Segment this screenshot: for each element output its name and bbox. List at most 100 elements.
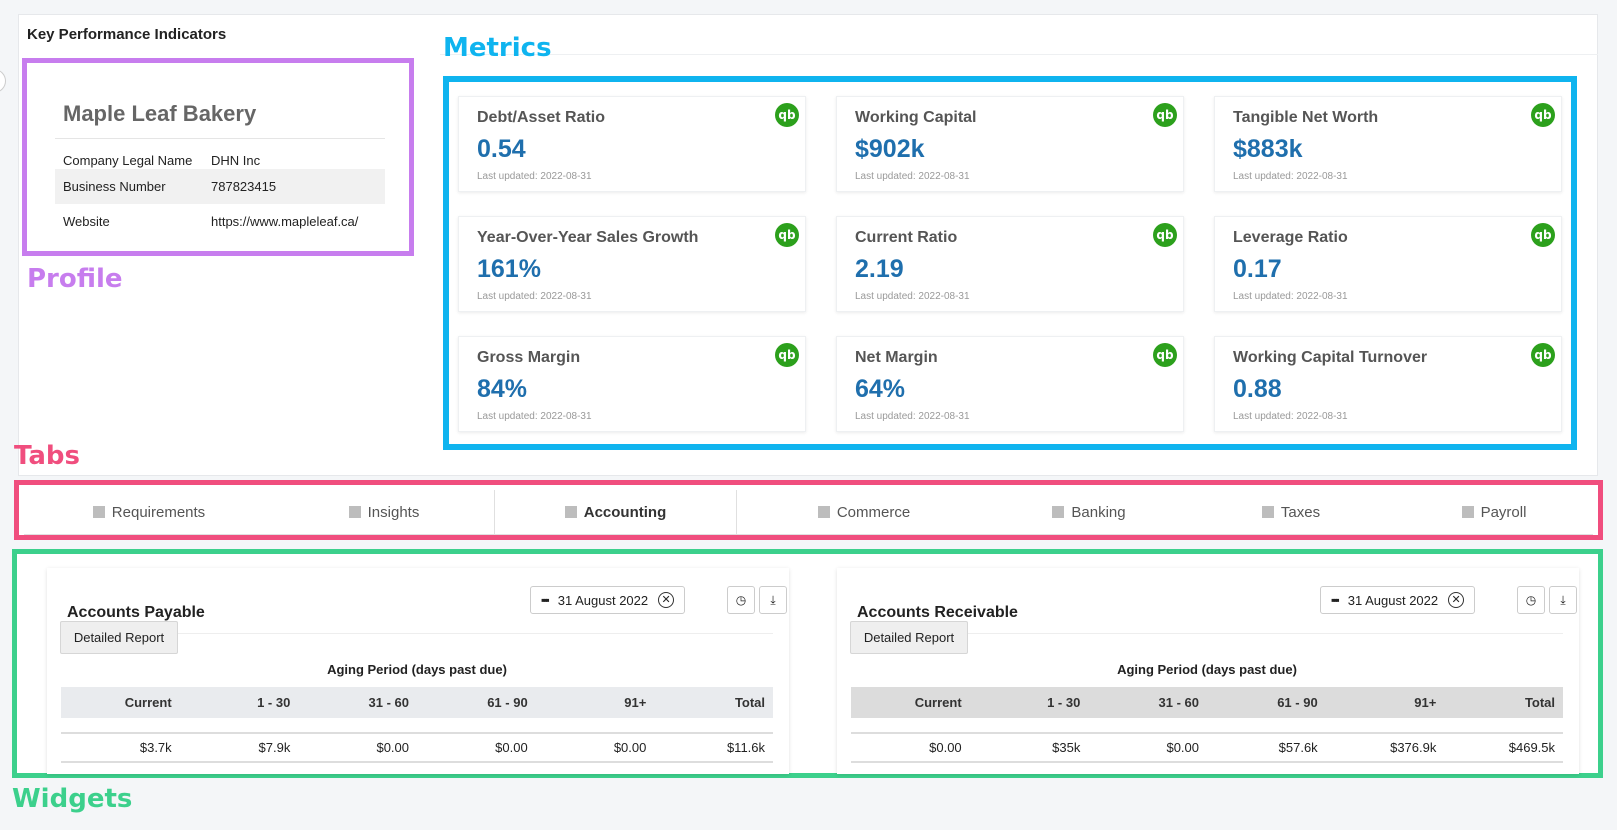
tab-accounting[interactable]: Accounting — [494, 490, 737, 534]
detailed-report-button[interactable]: Detailed Report — [60, 621, 178, 654]
tab-square-icon — [92, 506, 105, 518]
history-icon: ◷ — [735, 593, 747, 607]
tab-label: Taxes — [1280, 503, 1321, 521]
tab-label: Commerce — [836, 503, 911, 521]
tab-bar: Requirements Insights Accounting Commerc… — [24, 490, 1593, 535]
metric-label: Debt/Asset Ratio — [477, 109, 606, 126]
divider — [851, 633, 1563, 634]
website-link[interactable]: https://www.mapleleaf.ca/ — [211, 214, 359, 229]
date-picker[interactable]: ▪▪▪ 31 August 2022 ✕ — [530, 586, 686, 614]
download-button[interactable]: ⤓ — [1549, 586, 1577, 614]
aging-header-cell: 91+ — [624, 695, 647, 710]
metric-card[interactable]: Leverage Ratio 0.17 Last updated: 2022-0… — [1214, 216, 1562, 312]
aging-value-cell: $35k — [1052, 740, 1081, 755]
metric-value: 84% — [477, 375, 528, 403]
profile-label: Business Number — [63, 179, 166, 194]
metric-updated: Last updated: 2022-08-31 — [1233, 171, 1348, 182]
annotation-profile: Profile — [27, 264, 123, 294]
profile-row-website: Website https://www.mapleleaf.ca/ — [55, 204, 385, 239]
quickbooks-icon: qb — [775, 343, 799, 367]
metric-value: 2.19 — [855, 255, 904, 283]
metric-updated: Last updated: 2022-08-31 — [855, 411, 970, 422]
metric-updated: Last updated: 2022-08-31 — [477, 291, 592, 302]
tab-square-icon — [1461, 506, 1474, 518]
quickbooks-icon: qb — [1153, 343, 1177, 367]
tab-label: Requirements — [111, 503, 206, 521]
aging-value-cell: $0.00 — [1166, 740, 1200, 755]
metric-card[interactable]: Working Capital Turnover 0.88 Last updat… — [1214, 336, 1562, 432]
metric-card[interactable]: Gross Margin 84% Last updated: 2022-08-3… — [458, 336, 806, 432]
aging-value-cell: $0.00 — [929, 740, 962, 755]
tab-banking[interactable]: Banking — [991, 490, 1187, 534]
history-button[interactable]: ◷ — [727, 586, 755, 614]
metric-label: Gross Margin — [477, 349, 581, 366]
download-icon: ⤓ — [770, 592, 776, 607]
metric-card[interactable]: Year-Over-Year Sales Growth 161% Last up… — [458, 216, 806, 312]
tab-label: Insights — [367, 503, 420, 521]
tab-requirements[interactable]: Requirements — [24, 490, 274, 534]
metric-updated: Last updated: 2022-08-31 — [1233, 411, 1348, 422]
divider — [440, 54, 1598, 55]
tab-payroll[interactable]: Payroll — [1395, 490, 1593, 534]
company-name: Maple Leaf Bakery — [63, 101, 257, 126]
quickbooks-icon: qb — [775, 223, 799, 247]
tab-label: Banking — [1071, 503, 1126, 521]
metric-card[interactable]: Tangible Net Worth $883k Last updated: 2… — [1214, 96, 1562, 192]
history-icon: ◷ — [1525, 593, 1537, 607]
aging-header-cell: 91+ — [1414, 695, 1437, 710]
annotation-widgets: Widgets — [12, 784, 133, 814]
download-button[interactable]: ⤓ — [759, 586, 787, 614]
tab-square-icon — [564, 506, 577, 518]
annotation-metrics: Metrics — [443, 33, 552, 63]
profile-row-business-number: Business Number 787823415 — [55, 169, 385, 204]
divider — [55, 138, 385, 139]
history-button[interactable]: ◷ — [1517, 586, 1545, 614]
quickbooks-icon: qb — [1153, 223, 1177, 247]
calendar-icon: ▪▪▪ — [1331, 593, 1340, 607]
metric-card[interactable]: Working Capital $902k Last updated: 2022… — [836, 96, 1184, 192]
tab-taxes[interactable]: Taxes — [1187, 490, 1395, 534]
aging-value-cell: $0.00 — [376, 740, 410, 755]
accounts-receivable-widget: Accounts Receivable ▪▪▪ 31 August 2022 ✕… — [837, 568, 1579, 774]
tabs-panel: Requirements Insights Accounting Commerc… — [14, 480, 1603, 540]
profile-value: DHN Inc — [211, 153, 261, 168]
profile-label: Company Legal Name — [63, 153, 193, 168]
metric-updated: Last updated: 2022-08-31 — [1233, 291, 1348, 302]
metric-card[interactable]: Debt/Asset Ratio 0.54 Last updated: 2022… — [458, 96, 806, 192]
widget-title: Accounts Payable — [67, 604, 205, 621]
aging-value-row: $0.00 $35k $0.00 $57.6k $376.9k $469.5k — [851, 732, 1563, 763]
annotation-tabs: Tabs — [14, 441, 81, 471]
tab-insights[interactable]: Insights — [274, 490, 494, 534]
clear-date-icon[interactable]: ✕ — [658, 592, 675, 608]
collapse-handle[interactable] — [0, 69, 6, 93]
aging-header-cell: 1 - 30 — [257, 695, 291, 710]
aging-header-cell: Total — [1524, 695, 1556, 710]
detailed-report-button[interactable]: Detailed Report — [850, 621, 968, 654]
aging-value-row: $3.7k $7.9k $0.00 $0.00 $0.00 $11.6k — [61, 732, 773, 763]
metric-value: $902k — [855, 135, 925, 163]
divider — [61, 633, 773, 634]
metric-card[interactable]: Net Margin 64% Last updated: 2022-08-31 … — [836, 336, 1184, 432]
metric-card[interactable]: Current Ratio 2.19 Last updated: 2022-08… — [836, 216, 1184, 312]
aging-header-row: Current 1 - 30 31 - 60 61 - 90 91+ Total — [851, 687, 1563, 718]
aging-header-cell: Current — [124, 695, 172, 710]
metric-value: 161% — [477, 255, 541, 283]
clear-date-icon[interactable]: ✕ — [1448, 592, 1465, 608]
metric-value: 0.17 — [1233, 255, 1282, 283]
calendar-icon: ▪▪▪ — [541, 593, 550, 607]
tab-label: Payroll — [1480, 503, 1527, 521]
aging-period-title: Aging Period (days past due) — [1117, 662, 1297, 677]
aging-value-cell: $0.00 — [495, 740, 528, 755]
accounts-payable-widget: Accounts Payable ▪▪▪ 31 August 2022 ✕ ◷ … — [47, 568, 789, 774]
aging-header-cell: Total — [734, 695, 766, 710]
aging-period-title: Aging Period (days past due) — [327, 662, 507, 677]
tab-square-icon — [817, 506, 830, 518]
tab-label: Accounting — [583, 503, 667, 521]
tab-commerce[interactable]: Commerce — [737, 490, 991, 534]
profile-row-legal-name: Company Legal Name DHN Inc — [55, 143, 385, 178]
aging-value-cell: $469.5k — [1508, 740, 1556, 755]
metric-value: 0.88 — [1233, 375, 1282, 403]
date-picker[interactable]: ▪▪▪ 31 August 2022 ✕ — [1320, 586, 1476, 614]
metric-value: 0.54 — [477, 135, 526, 163]
metric-value: $883k — [1233, 135, 1303, 163]
